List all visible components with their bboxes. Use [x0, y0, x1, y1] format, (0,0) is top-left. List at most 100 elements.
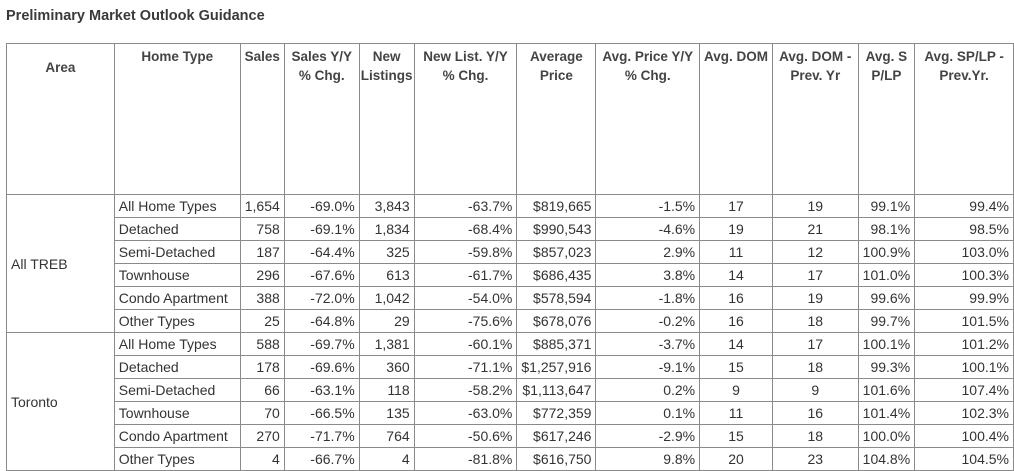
sales-yy-cell: -66.5% — [283, 401, 360, 425]
avg-dom-cell: 20 — [699, 447, 773, 471]
sales-cell: 178 — [239, 355, 285, 379]
sales-cell: 25 — [239, 309, 285, 333]
average-price-cell: $617,246 — [516, 424, 597, 448]
avg-dom-prev-cell: 12 — [771, 240, 859, 264]
header-new-listings: New Listings — [358, 43, 415, 195]
avg-price-yy-cell: 0.2% — [595, 378, 701, 402]
avg-sp-lp-cell: 99.1% — [857, 194, 916, 218]
sales-yy-cell: -64.8% — [283, 309, 360, 333]
new-list-yy-cell: -54.0% — [413, 286, 518, 310]
table-row: Detached 758 -69.1% 1,834 -68.4% $990,543 -4.6… — [7, 217, 1014, 241]
avg-price-yy-cell: 9.8% — [595, 447, 701, 471]
table-row: Detached 178 -69.6% 360 -71.1% $1,257,916 -9.1… — [7, 355, 1014, 379]
new-listings-cell: 1,381 — [358, 332, 415, 356]
table-row: Other Types 25 -64.8% 29 -75.6% $678,076 -0.2%… — [7, 309, 1014, 333]
header-average-price: Average Price — [516, 43, 597, 195]
avg-sp-lp-cell: 98.1% — [857, 217, 916, 241]
sales-cell: 758 — [239, 217, 285, 241]
market-outlook-table: Area Home Type Sales Sales Y/Y % Chg. Ne… — [6, 43, 1014, 471]
home-type-cell: Detached — [113, 355, 241, 379]
avg-dom-prev-cell: 18 — [771, 309, 859, 333]
sales-yy-cell: -69.6% — [283, 355, 360, 379]
sales-yy-cell: -67.6% — [283, 263, 360, 287]
avg-price-yy-cell: -1.8% — [595, 286, 701, 310]
new-listings-cell: 613 — [358, 263, 415, 287]
new-list-yy-cell: -68.4% — [413, 217, 518, 241]
avg-dom-prev-cell: 18 — [771, 355, 859, 379]
avg-dom-cell: 17 — [699, 194, 773, 218]
table-row: Toronto All Home Types 588 -69.7% 1,381 -60.1… — [6, 332, 1014, 471]
area-cell: All TREB — [6, 194, 115, 333]
avg-dom-prev-cell: 23 — [771, 447, 859, 471]
new-listings-cell: 29 — [358, 309, 415, 333]
avg-price-yy-cell: -4.6% — [595, 217, 701, 241]
header-avg-price-yy: Avg. Price Y/Y % Chg. — [595, 43, 701, 195]
new-list-yy-cell: -63.0% — [413, 401, 518, 425]
table-row: Condo Apartment 270 -71.7% 764 -50.6% $617,24… — [7, 424, 1014, 448]
avg-sp-lp-prev-cell: 101.2% — [914, 332, 1014, 356]
avg-sp-lp-prev-cell: 99.4% — [914, 194, 1014, 218]
header-avg-dom-prev: Avg. DOM - Prev. Yr — [771, 43, 859, 195]
sales-cell: 588 — [239, 332, 285, 356]
sales-cell: 1,654 — [239, 194, 285, 218]
average-price-cell: $578,594 — [516, 286, 597, 310]
avg-dom-cell: 15 — [699, 424, 773, 448]
avg-price-yy-cell: -9.1% — [595, 355, 701, 379]
avg-dom-cell: 14 — [699, 332, 773, 356]
table-row: Other Types 4 -66.7% 4 -81.8% $616,750 9.8% 20 2… — [7, 447, 1014, 471]
avg-sp-lp-prev-cell: 99.9% — [914, 286, 1014, 310]
avg-sp-lp-prev-cell: 102.3% — [914, 401, 1014, 425]
avg-price-yy-cell: -1.5% — [595, 194, 701, 218]
header-home-type: Home Type — [113, 43, 241, 195]
home-type-cell: Semi-Detached — [113, 378, 241, 402]
home-type-cell: Condo Apartment — [113, 286, 241, 310]
avg-price-yy-cell: 3.8% — [595, 263, 701, 287]
home-type-cell: Detached — [113, 217, 241, 241]
page-title: Preliminary Market Outlook Guidance — [6, 8, 265, 24]
table-row: Townhouse 296 -67.6% 613 -61.7% $686,435 3.8% 1… — [7, 263, 1014, 287]
avg-price-yy-cell: -3.7% — [595, 332, 701, 356]
avg-sp-lp-prev-cell: 100.3% — [914, 263, 1014, 287]
average-price-cell: $990,543 — [516, 217, 597, 241]
sales-yy-cell: -63.1% — [283, 378, 360, 402]
average-price-cell: $857,023 — [516, 240, 597, 264]
avg-sp-lp-cell: 100.9% — [857, 240, 916, 264]
sales-yy-cell: -66.7% — [283, 447, 360, 471]
new-list-yy-cell: -60.1% — [413, 332, 518, 356]
avg-sp-lp-cell: 101.0% — [857, 263, 916, 287]
home-type-cell: Semi-Detached — [113, 240, 241, 264]
home-type-cell: Townhouse — [113, 401, 241, 425]
sales-cell: 388 — [239, 286, 285, 310]
avg-sp-lp-prev-cell: 103.0% — [914, 240, 1014, 264]
new-listings-cell: 1,042 — [358, 286, 415, 310]
new-listings-cell: 4 — [358, 447, 415, 471]
avg-dom-cell: 16 — [699, 286, 773, 310]
home-type-cell: All Home Types — [113, 194, 241, 218]
avg-dom-cell: 14 — [699, 263, 773, 287]
avg-sp-lp-cell: 100.1% — [857, 332, 916, 356]
avg-sp-lp-prev-cell: 101.5% — [914, 309, 1014, 333]
new-listings-cell: 360 — [358, 355, 415, 379]
header-avg-sp-lp-prev: Avg. SP/LP - Prev.Yr. — [914, 43, 1014, 195]
avg-sp-lp-prev-cell: 107.4% — [914, 378, 1014, 402]
new-list-yy-cell: -75.6% — [413, 309, 518, 333]
sales-cell: 187 — [239, 240, 285, 264]
avg-sp-lp-cell: 99.6% — [857, 286, 916, 310]
new-listings-cell: 3,843 — [358, 194, 415, 218]
sales-cell: 270 — [239, 424, 285, 448]
avg-price-yy-cell: 0.1% — [595, 401, 701, 425]
sales-yy-cell: -72.0% — [283, 286, 360, 310]
average-price-cell: $1,113,647 — [516, 378, 597, 402]
sales-yy-cell: -64.4% — [283, 240, 360, 264]
avg-sp-lp-prev-cell: 104.5% — [914, 447, 1014, 471]
new-list-yy-cell: -58.2% — [413, 378, 518, 402]
header-avg-dom: Avg. DOM — [699, 43, 773, 195]
avg-price-yy-cell: -2.9% — [595, 424, 701, 448]
area-cell: Toronto — [6, 332, 115, 471]
avg-dom-prev-cell: 18 — [771, 424, 859, 448]
average-price-cell: $1,257,916 — [516, 355, 597, 379]
sales-cell: 4 — [239, 447, 285, 471]
home-type-cell: Townhouse — [113, 263, 241, 287]
table-row: Townhouse 70 -66.5% 135 -63.0% $772,359 0.1% 11… — [7, 401, 1014, 425]
sales-yy-cell: -69.0% — [283, 194, 360, 218]
